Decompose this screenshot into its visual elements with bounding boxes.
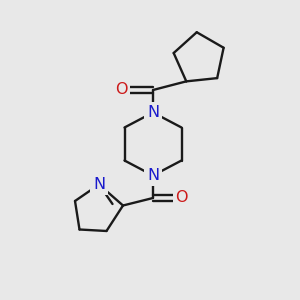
Text: O: O xyxy=(175,190,188,206)
Text: O: O xyxy=(115,82,128,98)
Text: N: N xyxy=(147,168,159,183)
Text: N: N xyxy=(147,105,159,120)
Text: N: N xyxy=(93,177,105,192)
